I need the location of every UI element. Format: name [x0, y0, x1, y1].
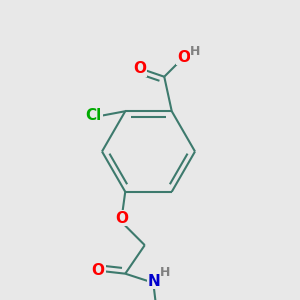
Text: H: H — [190, 45, 200, 58]
Text: N: N — [147, 274, 160, 289]
Text: H: H — [160, 266, 170, 279]
Text: O: O — [92, 263, 105, 278]
Text: O: O — [133, 61, 146, 76]
Text: O: O — [116, 211, 129, 226]
Text: Cl: Cl — [85, 108, 102, 123]
Text: O: O — [177, 50, 190, 65]
